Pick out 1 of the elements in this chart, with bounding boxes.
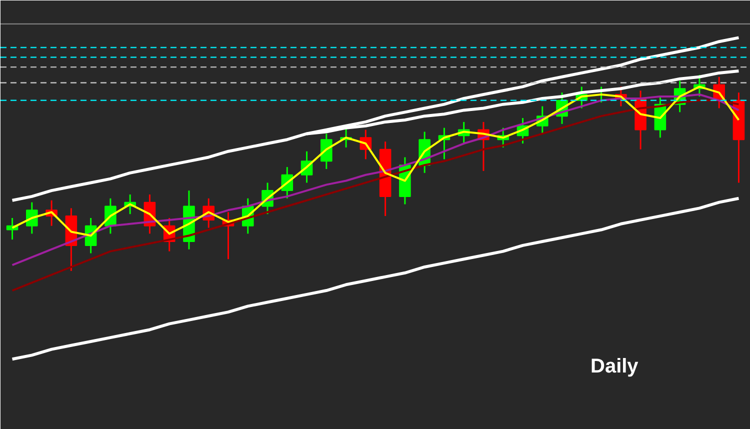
text: Daily bbox=[590, 356, 640, 378]
